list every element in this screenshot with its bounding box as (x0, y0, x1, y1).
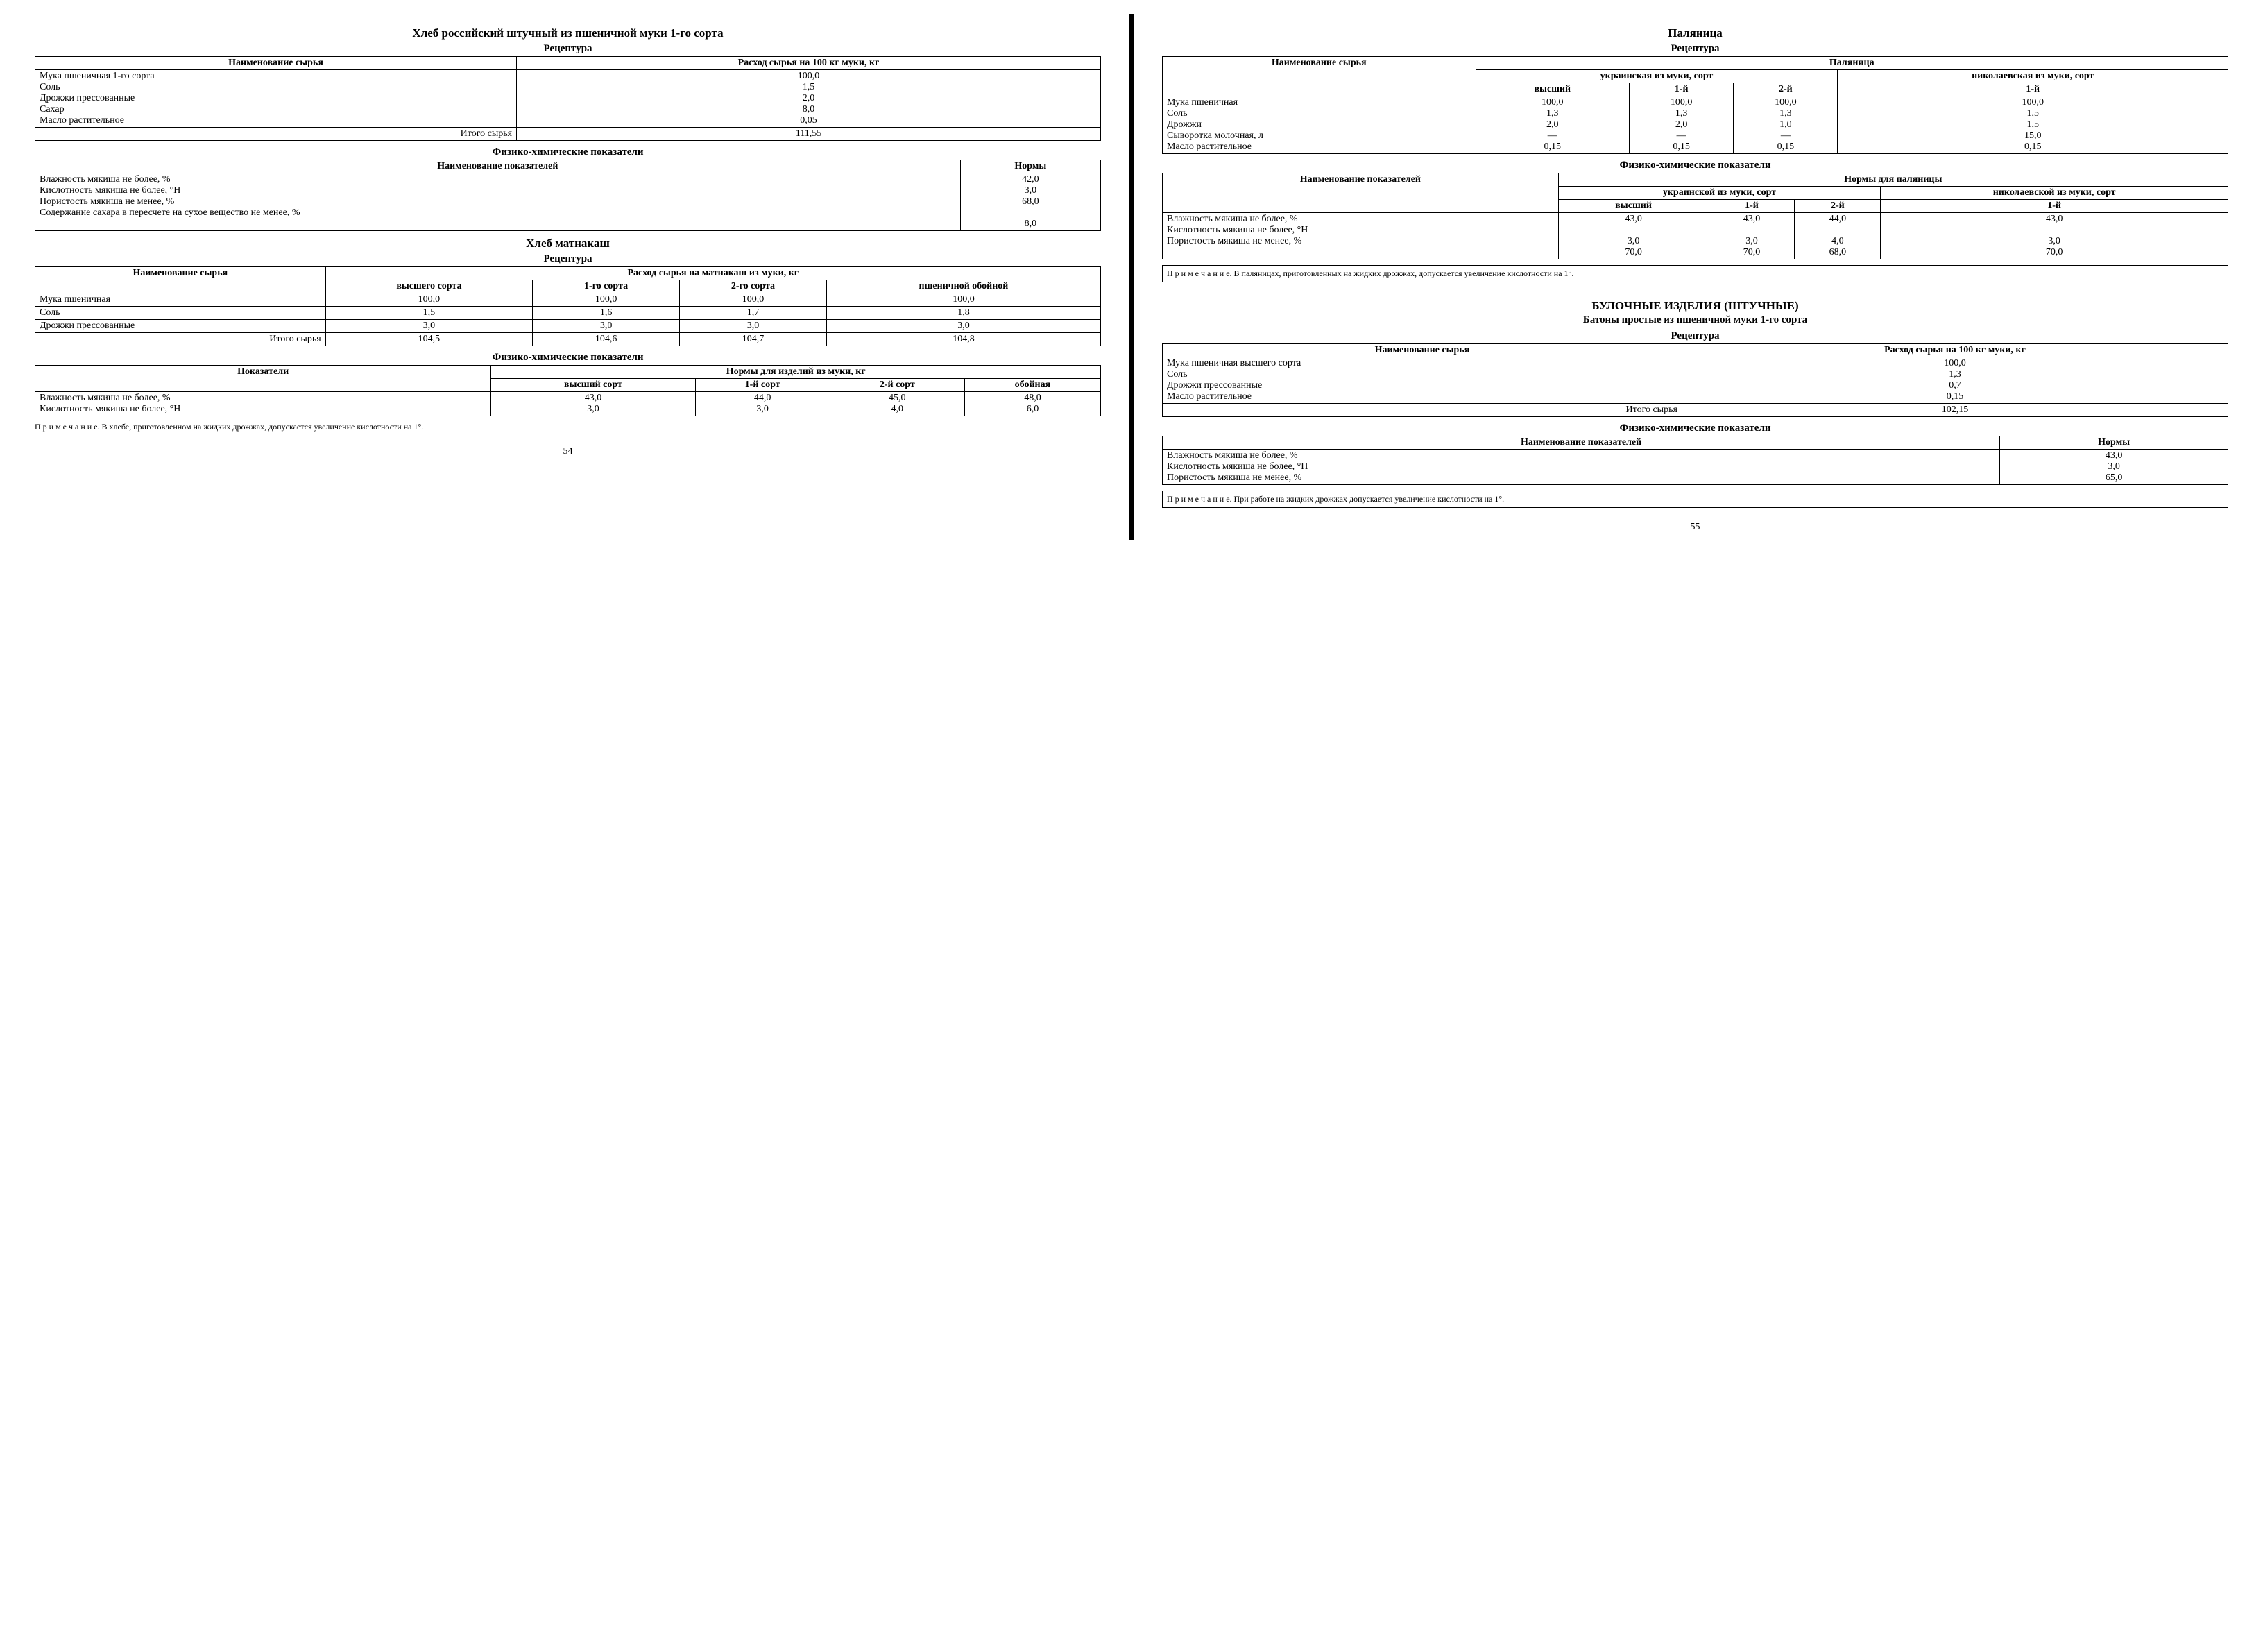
page-number-left: 54 (35, 446, 1101, 457)
cell-col3: 43,0 3,0 70,0 (1881, 213, 2228, 259)
col3: пшеничной обойной (826, 280, 1100, 293)
cell-names: Мука пшеничная 1-го сорта Соль Дрожжи пр… (35, 70, 517, 128)
recipe-label: Рецептура (35, 253, 1101, 265)
cell-col1: 100,0 1,3 2,0 — 0,15 (1630, 96, 1734, 154)
col-sub2: николаевская из муки, сорт (1838, 70, 2228, 83)
col0: высшего сорта (325, 280, 532, 293)
phys-label: Физико-химические показатели (1162, 423, 2228, 434)
left-page: Хлеб российский штучный из пшеничной мук… (21, 14, 1115, 540)
left-title2: Хлеб матнакаш (35, 237, 1101, 250)
col3: обойная (964, 379, 1100, 392)
phys-label: Физико-химические показатели (35, 352, 1101, 364)
col3: 1-й (1838, 83, 2228, 96)
col0: высший (1476, 83, 1630, 96)
cell-col3: 48,0 6,0 (964, 392, 1100, 416)
col-norm: Нормы (960, 160, 1100, 173)
note-left: П р и м е ч а н и е. В хлебе, приготовле… (35, 422, 1101, 432)
col0: высший сорт (491, 379, 695, 392)
cell-col0: 43,0 3,0 70,0 (1558, 213, 1709, 259)
cell-col2: 100,0 1,3 1,0 — 0,15 (1734, 96, 1838, 154)
col2: 2-й сорт (830, 379, 964, 392)
col-name: Показатели (35, 366, 491, 392)
col-name: Наименование сырья (35, 57, 517, 70)
col3: 1-й (1881, 200, 2228, 213)
col-name: Наименование показателей (1163, 173, 1559, 213)
cell-col1: 44,0 3,0 (695, 392, 830, 416)
col-sub2: николаевской из муки, сорт (1881, 187, 2228, 200)
col2: 2-й (1795, 200, 1881, 213)
table-matnakash-recipe: Наименование сырья Расход сырья на матна… (35, 266, 1101, 346)
cell-values: 100,0 1,3 0,7 0,15 (1682, 357, 2228, 404)
cell-names: Влажность мякиша не более, % Кислотность… (1163, 213, 1559, 259)
right-title2b: Батоны простые из пшеничной муки 1-го со… (1162, 314, 2228, 326)
col1: 1-го сорта (533, 280, 680, 293)
col2: 2-го сорта (680, 280, 827, 293)
phys-label: Физико-химические показатели (35, 146, 1101, 158)
cell-col1: 43,0 3,0 70,0 (1709, 213, 1795, 259)
note-right-2: П р и м е ч а н и е. При работе на жидки… (1162, 491, 2228, 508)
right-page: Паляница Рецептура Наименование сырья Па… (1148, 14, 2242, 540)
table-batony-phys: Наименование показателей Нормы Влажность… (1162, 436, 2228, 485)
cell-col2: 44,0 4,0 68,0 (1795, 213, 1881, 259)
total-label: Итого сырья (35, 128, 517, 141)
cell-values: 100,0 1,5 2,0 8,0 0,05 (517, 70, 1101, 128)
total-value: 111,55 (517, 128, 1101, 141)
col-name: Наименование сырья (1163, 57, 1476, 96)
col-cons: Расход сырья на 100 кг муки, кг (517, 57, 1101, 70)
left-title: Хлеб российский штучный из пшеничной мук… (35, 26, 1101, 40)
col-group: Паляница (1476, 57, 2228, 70)
cell-col3: 100,0 1,5 1,5 15,0 0,15 (1838, 96, 2228, 154)
col2: 2-й (1734, 83, 1838, 96)
total-value: 102,15 (1682, 404, 2228, 417)
table-palyanitsa-phys: Наименование показателей Нормы для палян… (1162, 173, 2228, 259)
cell-names: Влажность мякиша не более, % Кислотность… (35, 392, 491, 416)
col-name: Наименование сырья (1163, 344, 1682, 357)
recipe-label: Рецептура (35, 43, 1101, 55)
total-row: Итого сырья 104,5 104,6 104,7 104,8 (35, 333, 1101, 346)
cell-col0: 43,0 3,0 (491, 392, 695, 416)
cell-names: Влажность мякиша не более, % Кислотность… (1163, 450, 2000, 485)
cell-names: Влажность мякиша не более, % Кислотность… (35, 173, 961, 231)
page-number-right: 55 (1162, 522, 2228, 533)
total-label: Итого сырья (1163, 404, 1682, 417)
table-khleb-rossiyskiy-recipe: Наименование сырья Расход сырья на 100 к… (35, 56, 1101, 141)
phys-label: Физико-химические показатели (1162, 160, 2228, 171)
right-title2a: БУЛОЧНЫЕ ИЗДЕЛИЯ (ШТУЧНЫЕ) (1162, 299, 2228, 313)
table-row: Дрожжи прессованные 3,0 3,0 3,0 3,0 (35, 320, 1101, 333)
col-name: Наименование сырья (35, 267, 326, 293)
page-divider (1129, 14, 1134, 540)
cell-values: 43,0 3,0 65,0 (2000, 450, 2228, 485)
col-group: Нормы для паляницы (1558, 173, 2228, 187)
right-title: Паляница (1162, 26, 2228, 40)
table-row: Соль 1,5 1,6 1,7 1,8 (35, 307, 1101, 320)
col-sub1: украинская из муки, сорт (1476, 70, 1838, 83)
col-cons: Расход сырья на 100 кг муки, кг (1682, 344, 2228, 357)
cell-values: 42,0 3,0 68,0 8,0 (960, 173, 1100, 231)
col-name: Наименование показателей (1163, 436, 2000, 450)
recipe-label: Рецептура (1162, 330, 2228, 342)
cell-names: Мука пшеничная высшего сорта Соль Дрожжи… (1163, 357, 1682, 404)
col-norm: Нормы (2000, 436, 2228, 450)
col1: 1-й сорт (695, 379, 830, 392)
col-group: Нормы для изделий из муки, кг (491, 366, 1101, 379)
col-name: Наименование показателей (35, 160, 961, 173)
col-group: Расход сырья на матнакаш из муки, кг (325, 267, 1100, 280)
table-matnakash-phys: Показатели Нормы для изделий из муки, кг… (35, 365, 1101, 416)
table-row: Мука пшеничная 100,0 100,0 100,0 100,0 (35, 293, 1101, 307)
col1: 1-й (1709, 200, 1795, 213)
cell-col2: 45,0 4,0 (830, 392, 964, 416)
col0: высший (1558, 200, 1709, 213)
table-palyanitsa-recipe: Наименование сырья Паляница украинская и… (1162, 56, 2228, 154)
table-khleb-rossiyskiy-phys: Наименование показателей Нормы Влажность… (35, 160, 1101, 231)
table-batony-recipe: Наименование сырья Расход сырья на 100 к… (1162, 343, 2228, 417)
col1: 1-й (1630, 83, 1734, 96)
note-right-1: П р и м е ч а н и е. В паляницах, пригот… (1162, 265, 2228, 282)
cell-names: Мука пшеничная Соль Дрожжи Сыворотка мол… (1163, 96, 1476, 154)
col-sub1: украинской из муки, сорт (1558, 187, 1881, 200)
recipe-label: Рецептура (1162, 43, 2228, 55)
cell-col0: 100,0 1,3 2,0 — 0,15 (1476, 96, 1630, 154)
